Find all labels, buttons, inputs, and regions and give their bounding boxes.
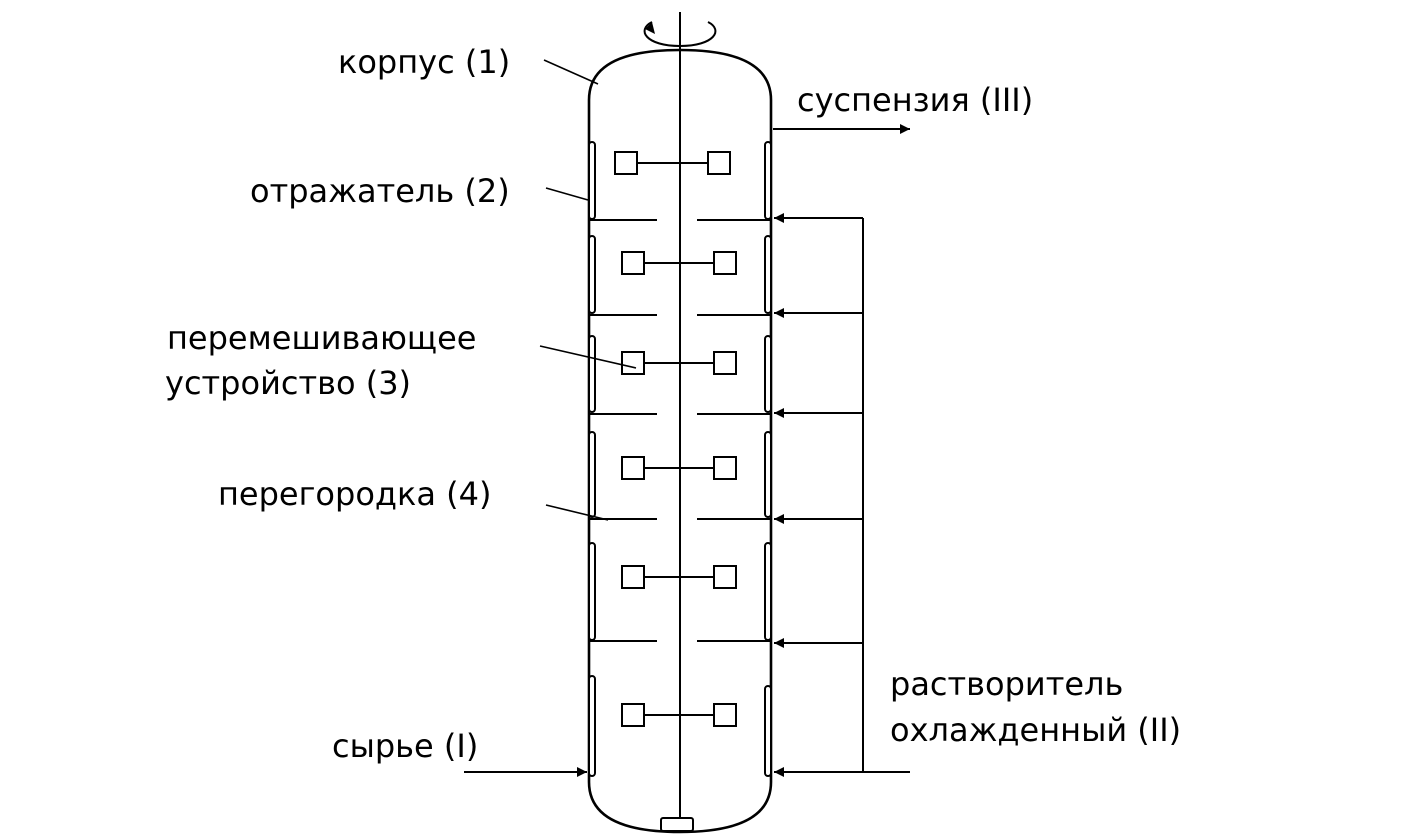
reflectors	[588, 141, 772, 777]
partitions	[589, 219, 771, 642]
impeller-blade	[614, 151, 638, 175]
reflector-left	[588, 141, 596, 220]
leader-mixer	[539, 345, 637, 369]
impeller-blade	[713, 456, 737, 480]
reflector-right	[764, 431, 772, 518]
shaft-bearing	[660, 817, 694, 832]
reflector-left	[588, 235, 596, 314]
reflector-right	[764, 141, 772, 220]
reflector-right	[764, 685, 772, 777]
label-suspension: суспензия (III)	[797, 81, 1033, 119]
label-reflector: отражатель (2)	[250, 172, 510, 210]
label-mixer-line1: перемешивающее	[167, 319, 476, 357]
label-mixer-line2: устройство (3)	[165, 364, 411, 402]
label-solvent-line1: растворитель	[890, 665, 1123, 703]
impellers	[614, 151, 737, 727]
leader-partition	[545, 504, 609, 521]
label-partition: перегородка (4)	[218, 475, 491, 513]
impeller-blade	[621, 565, 645, 589]
impeller-blade	[621, 703, 645, 727]
reflector-left	[588, 431, 596, 518]
label-body: корпус (1)	[338, 43, 510, 81]
label-solvent-line2: охлажденный (II)	[890, 711, 1181, 749]
impeller-blade	[621, 456, 645, 480]
impeller-blade	[621, 351, 645, 375]
impeller-blade	[621, 251, 645, 275]
impeller-blade	[713, 703, 737, 727]
reflector-right	[764, 542, 772, 641]
label-feed: сырье (I)	[332, 727, 478, 765]
leader-reflector	[545, 187, 589, 201]
reflector-left	[588, 542, 596, 641]
leader-body	[543, 59, 599, 85]
solvent-piping	[774, 213, 910, 777]
reflector-right	[764, 335, 772, 413]
impeller-blade	[713, 351, 737, 375]
impeller-blade	[713, 565, 737, 589]
impeller-blade	[713, 251, 737, 275]
rotation-arrow-icon	[643, 21, 717, 48]
reflector-right	[764, 235, 772, 314]
reflector-left	[588, 335, 596, 413]
vessel-body	[587, 48, 773, 834]
impeller-blade	[707, 151, 731, 175]
reflector-left	[588, 675, 596, 777]
